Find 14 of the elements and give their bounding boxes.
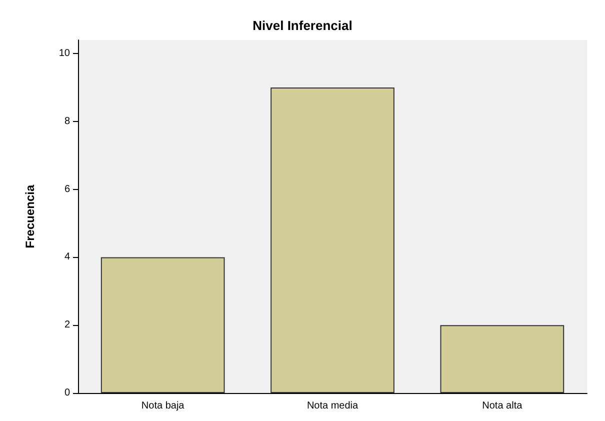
x-tick-label: Nota media xyxy=(306,400,359,412)
y-tick-label: 8 xyxy=(64,116,70,127)
bar xyxy=(270,88,394,393)
chart-title: Nivel Inferencial xyxy=(252,18,352,33)
y-axis-title: Frecuencia xyxy=(23,184,37,248)
x-tick-label: Nota alta xyxy=(482,400,523,412)
y-tick-label: 2 xyxy=(64,320,70,331)
x-tick-label: Nota baja xyxy=(141,400,185,412)
y-tick-label: 6 xyxy=(64,184,70,195)
y-tick-label: 0 xyxy=(64,388,70,398)
bar xyxy=(100,257,225,393)
y-tick-label: 10 xyxy=(58,48,70,60)
y-tick-label: 4 xyxy=(64,252,70,263)
bar xyxy=(440,325,564,393)
